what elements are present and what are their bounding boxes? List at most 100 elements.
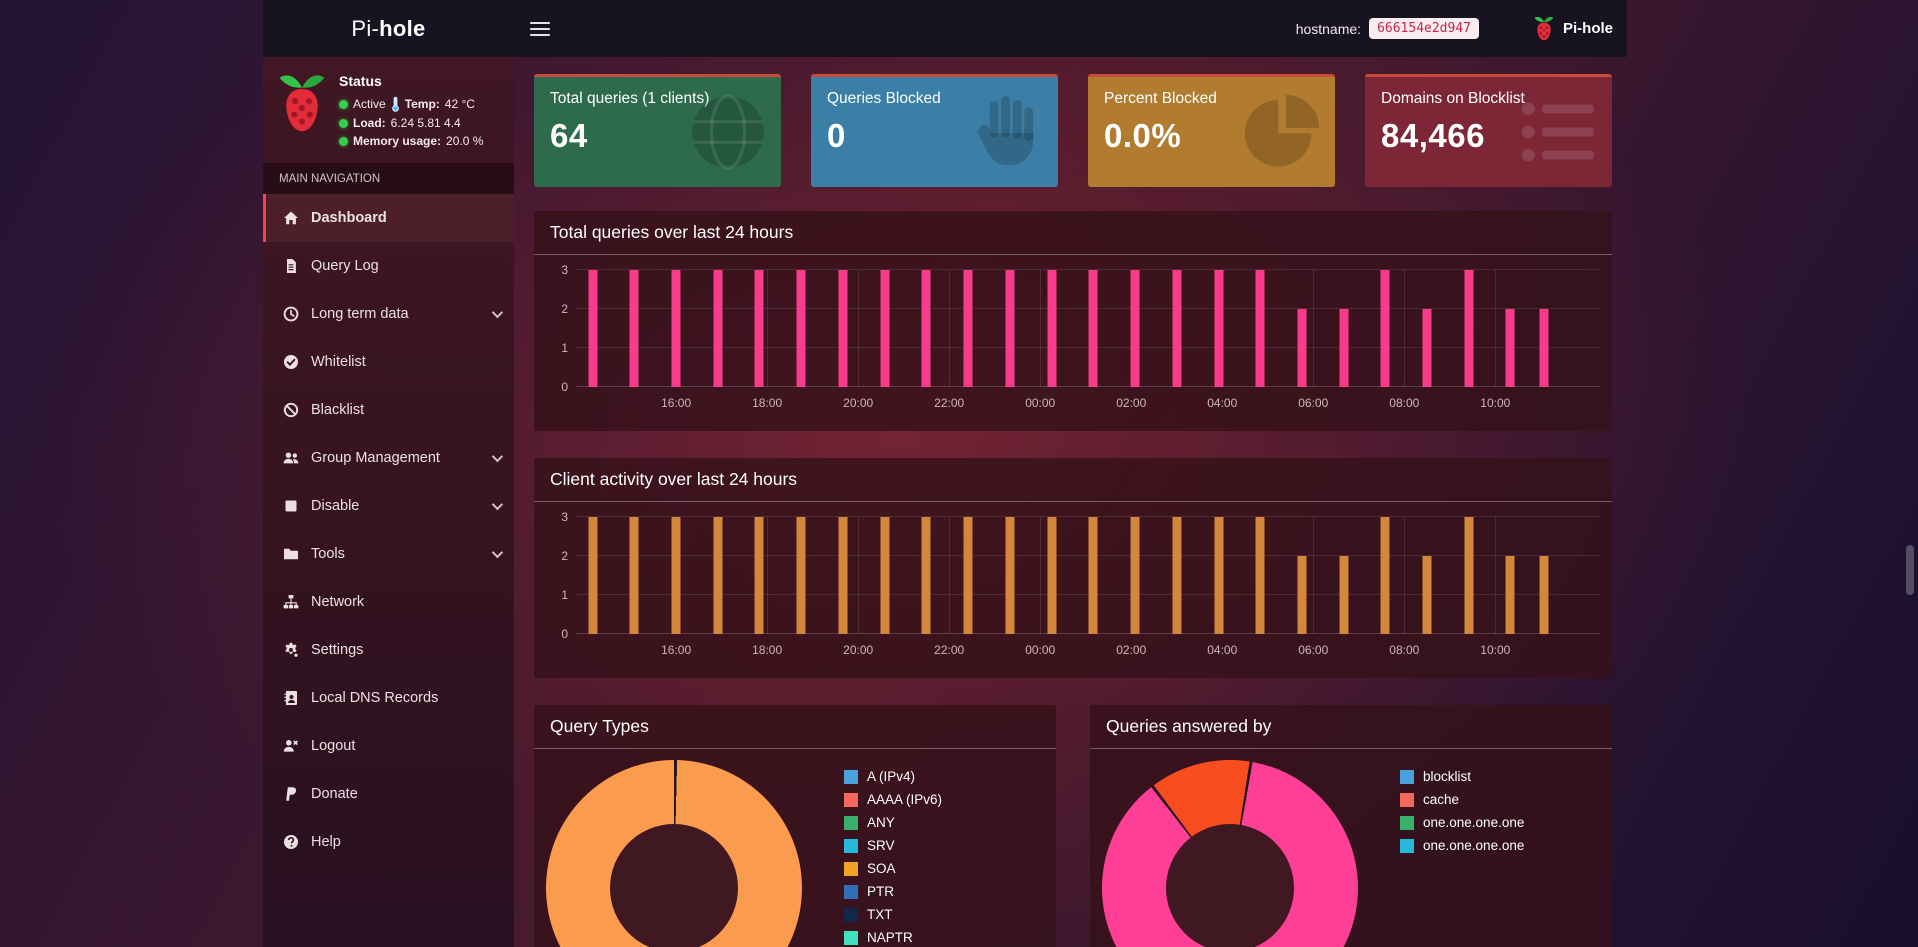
legend-item-any[interactable]: ANY xyxy=(844,815,942,830)
chart-bar-16:00[interactable] xyxy=(671,270,681,387)
x-axis-tick-label: 00:00 xyxy=(1025,643,1056,657)
chart-bar-01:10[interactable] xyxy=(1088,270,1098,387)
chevron-down-icon xyxy=(491,546,504,559)
legend-item-blocklist[interactable]: blocklist xyxy=(1400,769,1524,784)
sitemap-icon xyxy=(282,594,300,610)
sidebar-item-group-management[interactable]: Group Management xyxy=(263,434,514,482)
chart-bar-15:05[interactable] xyxy=(629,517,639,634)
chart-bar-14:10[interactable] xyxy=(588,270,598,387)
total-queries-bar-chart[interactable]: 0 1 2 3 16:00 18:00 20:00 22:00 00:00 02:00 04:00 0… xyxy=(561,263,1600,410)
client-activity-bar-chart[interactable]: 0 1 2 3 16:00 18:00 20:00 22:00 00:00 02:00 04:00 0… xyxy=(561,510,1600,657)
chart-bar-16:55[interactable] xyxy=(713,270,723,387)
sidebar-item-dashboard[interactable]: Dashboard xyxy=(263,194,514,242)
pihole-raspberry-icon xyxy=(1533,15,1555,42)
chart-bar-03:55[interactable] xyxy=(1214,517,1224,634)
chart-bar-05:45[interactable] xyxy=(1297,556,1307,634)
chart-bar-10:20[interactable] xyxy=(1505,556,1515,634)
chart-bar-07:35[interactable] xyxy=(1380,270,1390,387)
y-gridline xyxy=(576,633,1600,634)
chart-bar-21:30[interactable] xyxy=(921,517,931,634)
legend-item-one-one-one-one[interactable]: one.one.one.one xyxy=(1400,838,1524,853)
chart-bar-08:30[interactable] xyxy=(1422,556,1432,634)
chart-bar-06:40[interactable] xyxy=(1339,556,1349,634)
sidebar-item-whitelist[interactable]: Whitelist xyxy=(263,338,514,386)
chart-bar-15:05[interactable] xyxy=(629,270,639,387)
page-scrollbar-thumb[interactable] xyxy=(1906,545,1914,595)
chart-bar-09:25[interactable] xyxy=(1464,270,1474,387)
chart-bar-14:10[interactable] xyxy=(588,517,598,634)
chart-bar-23:20[interactable] xyxy=(1005,270,1015,387)
sidebar-item-local-dns-records[interactable]: Local DNS Records xyxy=(263,674,514,722)
sidebar-item-donate[interactable]: Donate xyxy=(263,770,514,818)
chevron-down-icon xyxy=(491,450,504,463)
chart-bar-19:40[interactable] xyxy=(838,270,848,387)
chart-bar-22:25[interactable] xyxy=(963,270,973,387)
chart-bar-02:05[interactable] xyxy=(1130,270,1140,387)
legend-item-txt[interactable]: TXT xyxy=(844,907,942,922)
chart-bar-10:20[interactable] xyxy=(1505,309,1515,387)
chart-body: 0 1 2 3 16:00 18:00 20:00 22:00 00:00 02:00 04:00 0… xyxy=(534,255,1612,430)
sidebar-item-disable[interactable]: Disable xyxy=(263,482,514,530)
chart-bar-00:15[interactable] xyxy=(1047,270,1057,387)
query-types-legend: A (IPv4) AAAA (IPv6) ANY SRV SOA PTR TXT NAPTR xyxy=(844,760,942,945)
chart-bar-22:25[interactable] xyxy=(963,517,973,634)
x-gridline xyxy=(1040,270,1042,387)
gears-icon xyxy=(282,642,300,658)
query-types-donut-chart[interactable] xyxy=(546,760,802,947)
panel-header: Query Types xyxy=(534,705,1056,749)
chart-bar-02:05[interactable] xyxy=(1130,517,1140,634)
load-label: Load: xyxy=(353,116,386,130)
chart-bar-11:05[interactable] xyxy=(1539,309,1549,387)
chart-bar-21:30[interactable] xyxy=(921,270,931,387)
chart-bar-04:50[interactable] xyxy=(1255,517,1265,634)
sidebar-item-query-log[interactable]: Query Log xyxy=(263,242,514,290)
hand-icon xyxy=(976,96,1034,166)
chart-bar-16:00[interactable] xyxy=(671,517,681,634)
y-axis-tick-label: 1 xyxy=(561,341,568,356)
chart-bar-05:45[interactable] xyxy=(1297,309,1307,387)
sidebar-item-settings[interactable]: Settings xyxy=(263,626,514,674)
legend-item-a-ipv4[interactable]: A (IPv4) xyxy=(844,769,942,784)
answered-by-donut-chart[interactable] xyxy=(1102,760,1358,947)
chart-bar-11:05[interactable] xyxy=(1539,556,1549,634)
chart-bar-23:20[interactable] xyxy=(1005,517,1015,634)
chart-bar-08:30[interactable] xyxy=(1422,309,1432,387)
chart-bar-06:40[interactable] xyxy=(1339,309,1349,387)
client-activity-panel: Client activity over last 24 hours 0 1 2 3 1… xyxy=(534,458,1612,678)
chart-bar-09:25[interactable] xyxy=(1464,517,1474,634)
legend-item-cache[interactable]: cache xyxy=(1400,792,1524,807)
chart-bar-18:45[interactable] xyxy=(796,270,806,387)
sidebar-item-network[interactable]: Network xyxy=(263,578,514,626)
status-row-active: Active Temp: 42 °C xyxy=(339,96,483,112)
sidebar-item-blacklist[interactable]: Blacklist xyxy=(263,386,514,434)
status-ok-dot xyxy=(339,136,348,146)
chart-bar-20:35[interactable] xyxy=(880,517,890,634)
legend-item-ptr[interactable]: PTR xyxy=(844,884,942,899)
chart-bar-20:35[interactable] xyxy=(880,270,890,387)
chart-bar-19:40[interactable] xyxy=(838,517,848,634)
sidebar-item-help[interactable]: Help xyxy=(263,818,514,866)
chart-bar-18:45[interactable] xyxy=(796,517,806,634)
chart-bar-01:10[interactable] xyxy=(1088,517,1098,634)
chart-bar-07:35[interactable] xyxy=(1380,517,1390,634)
sidebar-item-long-term-data[interactable]: Long term data xyxy=(263,290,514,338)
sidebar-item-logout[interactable]: Logout xyxy=(263,722,514,770)
chart-bar-16:55[interactable] xyxy=(713,517,723,634)
chart-bar-04:50[interactable] xyxy=(1255,270,1265,387)
legend-item-aaaa-ipv6[interactable]: AAAA (IPv6) xyxy=(844,792,942,807)
chart-bar-17:50[interactable] xyxy=(754,270,764,387)
chart-bar-03:55[interactable] xyxy=(1214,270,1224,387)
legend-item-one-one-one-one[interactable]: one.one.one.one xyxy=(1400,815,1524,830)
legend-item-soa[interactable]: SOA xyxy=(844,861,942,876)
y-axis-tick-label: 1 xyxy=(561,588,568,603)
chart-bar-03:00[interactable] xyxy=(1172,270,1182,387)
app-logo[interactable]: Pi-hole xyxy=(263,0,514,57)
legend-item-naptr[interactable]: NAPTR xyxy=(844,930,942,945)
legend-item-srv[interactable]: SRV xyxy=(844,838,942,853)
chart-bar-17:50[interactable] xyxy=(754,517,764,634)
sidebar-item-tools[interactable]: Tools xyxy=(263,530,514,578)
x-axis-tick-label: 18:00 xyxy=(752,643,783,657)
chart-bar-00:15[interactable] xyxy=(1047,517,1057,634)
sidebar-toggle-button[interactable] xyxy=(530,21,550,36)
chart-bar-03:00[interactable] xyxy=(1172,517,1182,634)
